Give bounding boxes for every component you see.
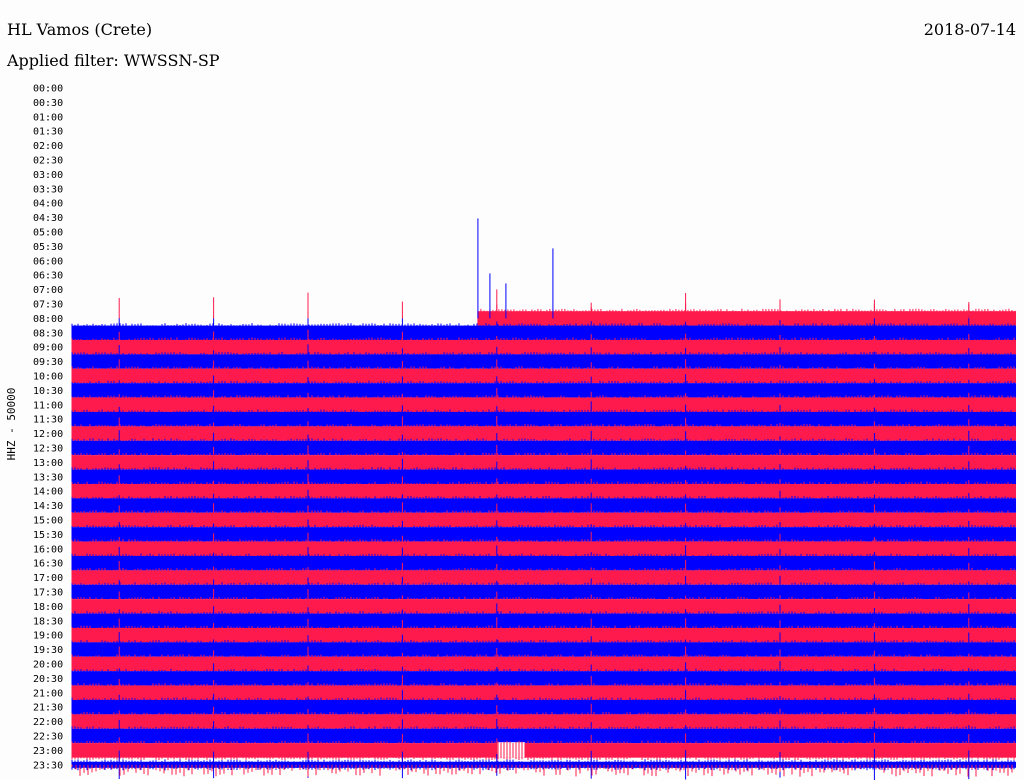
- row-label: 20:00: [33, 660, 63, 671]
- row-label: 19:00: [33, 631, 63, 642]
- trace-noise: [71, 395, 1015, 415]
- row-label: 02:30: [33, 156, 63, 167]
- trace-noise: [71, 323, 1015, 343]
- row-label: 09:00: [33, 343, 63, 354]
- trace-noise: [71, 567, 1015, 588]
- row-label: 08:30: [33, 328, 63, 339]
- trace-noise: [71, 467, 1015, 487]
- trace-noise: [71, 423, 1015, 444]
- trace-noise: [71, 683, 1015, 703]
- row-label: 20:30: [33, 674, 63, 685]
- trace-noise: [71, 452, 1015, 473]
- row-label: 06:30: [33, 271, 63, 282]
- row-label: 05:30: [33, 242, 63, 253]
- station-title: HL Vamos (Crete): [7, 20, 153, 39]
- row-label: 06:00: [33, 256, 63, 267]
- trace-noise: [71, 611, 1015, 631]
- row-label: 08:00: [33, 314, 63, 325]
- row-label: 01:00: [33, 112, 63, 123]
- trace-noise: [71, 668, 1015, 689]
- trace-noise: [71, 409, 1015, 429]
- y-axis-label: HHZ - 50000: [5, 388, 18, 461]
- trace-noise: [71, 625, 1015, 645]
- date-label: 2018-07-14: [923, 20, 1016, 39]
- row-label: 13:30: [33, 472, 63, 483]
- row-label: 11:00: [33, 400, 63, 411]
- row-label: 03:30: [33, 184, 63, 195]
- row-label: 15:30: [33, 530, 63, 541]
- row-label: 17:00: [33, 573, 63, 584]
- trace-noise: [71, 582, 1015, 602]
- row-label: 03:00: [33, 170, 63, 181]
- row-label: 15:00: [33, 516, 63, 527]
- row-label: 04:30: [33, 213, 63, 224]
- row-label: 04:00: [33, 199, 63, 210]
- row-label: 14:00: [33, 487, 63, 498]
- row-label: 21:00: [33, 688, 63, 699]
- trace-noise: [71, 351, 1015, 372]
- row-label: 00:00: [33, 84, 63, 95]
- row-label: 22:00: [33, 717, 63, 728]
- trace-noise: [71, 726, 1015, 746]
- trace-noise: [71, 481, 1015, 501]
- row-label: 18:30: [33, 616, 63, 627]
- row-label: 23:00: [33, 746, 63, 757]
- trace-noise: [71, 596, 1015, 617]
- row-label: 12:00: [33, 429, 63, 440]
- row-label: 16:00: [33, 544, 63, 555]
- row-label: 13:00: [33, 458, 63, 469]
- row-label: 10:30: [33, 386, 63, 397]
- row-label: 22:30: [33, 732, 63, 743]
- row-label: 12:30: [33, 444, 63, 455]
- row-label: 05:00: [33, 228, 63, 239]
- row-label: 10:00: [33, 372, 63, 383]
- filter-label: Applied filter: WWSSN-SP: [7, 51, 220, 70]
- trace-noise: [71, 524, 1015, 545]
- row-label: 11:30: [33, 415, 63, 426]
- trace-noise: [71, 495, 1015, 516]
- row-label: 09:30: [33, 357, 63, 368]
- trace-noise: [71, 366, 1015, 386]
- row-label: 19:30: [33, 645, 63, 656]
- row-label: 07:00: [33, 285, 63, 296]
- row-label: 07:30: [33, 300, 63, 311]
- trace-noise: [71, 539, 1015, 559]
- row-label: 17:30: [33, 588, 63, 599]
- trace-noise: [71, 510, 1015, 530]
- trace-noise: [71, 711, 1015, 732]
- trace-noise: [71, 438, 1015, 458]
- trace-ticks: [71, 764, 1013, 777]
- trace-noise: [71, 380, 1015, 401]
- row-label: 18:00: [33, 602, 63, 613]
- trace-noise: [71, 654, 1015, 674]
- trace-noise: [71, 639, 1015, 660]
- row-label: 02:00: [33, 141, 63, 152]
- trace-noise: [71, 553, 1015, 573]
- row-label: 16:30: [33, 559, 63, 570]
- trace-noise: [71, 740, 1015, 761]
- row-label: 00:30: [33, 98, 63, 109]
- trace-noise: [71, 337, 1015, 357]
- trace-noise: [71, 697, 1015, 717]
- row-label: 14:30: [33, 501, 63, 512]
- row-label: 23:30: [33, 760, 63, 771]
- row-label: 21:30: [33, 703, 63, 714]
- row-label: 01:30: [33, 127, 63, 138]
